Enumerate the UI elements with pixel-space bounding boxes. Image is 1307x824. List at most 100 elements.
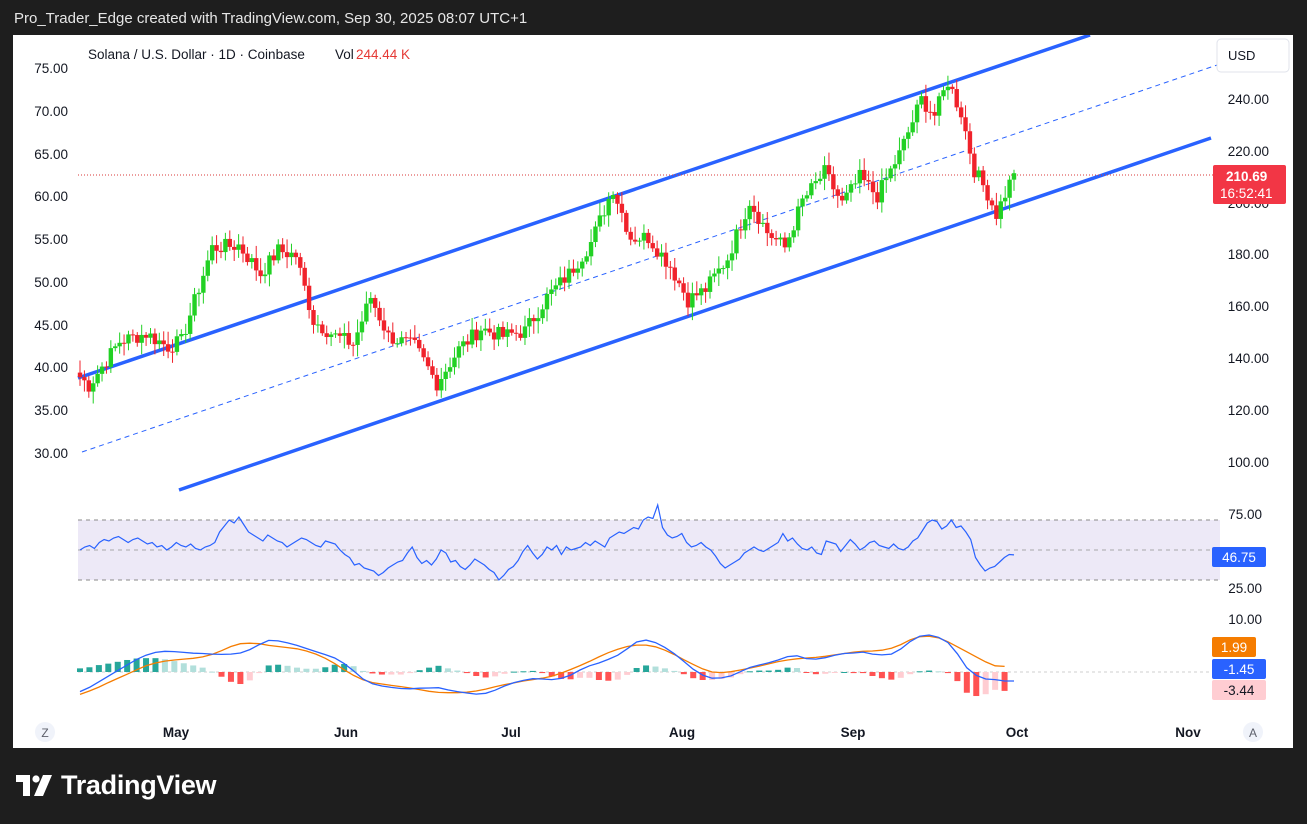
rsi-value: 46.75 (1222, 550, 1256, 565)
candle (923, 84, 929, 123)
candle (491, 325, 497, 350)
candle (231, 240, 237, 261)
macd-histogram-bar (256, 672, 263, 674)
candle (853, 173, 858, 189)
right-axis-tick: 220.00 (1228, 144, 1269, 159)
candle (901, 135, 907, 162)
time-axis-tick: May (163, 725, 190, 740)
macd-value: 1.99 (1221, 640, 1247, 655)
candle (408, 329, 413, 346)
right-axis-tick: 120.00 (1228, 403, 1269, 418)
candle (580, 258, 585, 277)
candle (461, 336, 466, 356)
macd-histogram-bar (897, 672, 904, 678)
candle (879, 168, 885, 213)
macd-histogram-bar (331, 664, 338, 672)
candle (209, 236, 215, 265)
time-axis-tick: Jun (334, 725, 358, 740)
macd-histogram-bar (822, 672, 829, 674)
macd-histogram-bar (586, 672, 593, 678)
candle (152, 328, 158, 355)
left-axis-tick: 40.00 (34, 360, 68, 375)
candle (672, 257, 677, 291)
macd-histogram-bar (841, 672, 848, 673)
tradingview-logo[interactable]: TradingView (16, 770, 217, 801)
chart-title: Solana / U.S. Dollar · 1D · Coinbase (88, 47, 305, 62)
candle (747, 200, 752, 231)
macd-histogram-bar (643, 665, 650, 672)
candle (372, 294, 378, 318)
macd-group (77, 634, 1014, 697)
candle (381, 307, 387, 340)
candle (857, 159, 863, 194)
chart-panel[interactable]: Solana / U.S. Dollar · 1D · Coinbase Vol… (13, 33, 1293, 748)
candle (668, 260, 673, 280)
candle (566, 259, 572, 289)
macd-histogram-bar (369, 672, 376, 674)
macd-histogram-bar (161, 659, 168, 672)
channel-mid-line (81, 63, 1221, 453)
macd-histogram-bar (143, 658, 150, 672)
macd-histogram-bar (190, 665, 197, 672)
candle (888, 165, 893, 182)
candle (249, 254, 255, 269)
candle (738, 219, 744, 239)
macd-histogram-bar (907, 672, 914, 675)
macd-histogram-bar (322, 667, 329, 672)
candle (1002, 186, 1008, 207)
candle (174, 329, 180, 356)
candle (615, 192, 620, 215)
candle (892, 154, 898, 182)
candle (527, 308, 532, 337)
candle (439, 367, 444, 398)
candle (778, 233, 783, 246)
chart-svg[interactable]: Solana / U.S. Dollar · 1D · Coinbase Vol… (13, 33, 1293, 748)
macd-histogram-bar (312, 668, 319, 672)
right-axis-tick: 160.00 (1228, 299, 1269, 314)
macd-histogram-bar (624, 672, 631, 675)
right-axis-tick: 180.00 (1228, 247, 1269, 262)
candle (809, 178, 814, 199)
candle (443, 363, 448, 391)
candle (862, 158, 867, 187)
macd-histogram-bar (520, 671, 527, 673)
candle (337, 327, 343, 343)
macd-histogram-bar (133, 658, 140, 672)
candle (377, 301, 382, 327)
candle (928, 100, 933, 120)
candle (610, 191, 616, 204)
candle (641, 224, 647, 250)
time-axis: May Jun Jul Aug Sep Oct Nov (163, 725, 1201, 740)
candle (954, 79, 959, 112)
candle (628, 227, 633, 246)
candle (430, 360, 435, 379)
candle (972, 147, 977, 183)
macd-histogram-bar (360, 670, 367, 672)
chart-attribution: Pro_Trader_Edge created with TradingView… (14, 10, 528, 27)
channel-lower-line (178, 136, 1212, 492)
macd-histogram-bar (426, 667, 433, 672)
macd-histogram-bar (492, 672, 499, 677)
candle (804, 190, 810, 202)
candle (302, 261, 307, 291)
auto-scale-button[interactable]: A (1243, 722, 1263, 742)
right-axis-tick: 240.00 (1228, 92, 1269, 107)
candle (192, 287, 197, 322)
candle (205, 250, 210, 282)
candle (254, 245, 259, 281)
right-axis: 240.00 220.00 200.00 180.00 160.00 140.0… (1228, 92, 1269, 627)
left-axis-tick: 50.00 (34, 275, 68, 290)
time-axis-tick: Jul (501, 725, 521, 740)
candle (399, 331, 404, 347)
macd-histogram-bar (293, 667, 300, 672)
zoom-button[interactable]: Z (35, 722, 55, 742)
macd-histogram-bar (350, 666, 357, 672)
candle (919, 92, 924, 109)
left-axis-tick: 65.00 (34, 147, 68, 162)
candle (227, 230, 232, 251)
macd-histogram-bar (831, 672, 838, 673)
candle (769, 229, 774, 246)
currency-button[interactable]: USD (1216, 38, 1290, 73)
candle (386, 326, 391, 343)
histogram-value-label: -3.44 (1212, 680, 1266, 700)
